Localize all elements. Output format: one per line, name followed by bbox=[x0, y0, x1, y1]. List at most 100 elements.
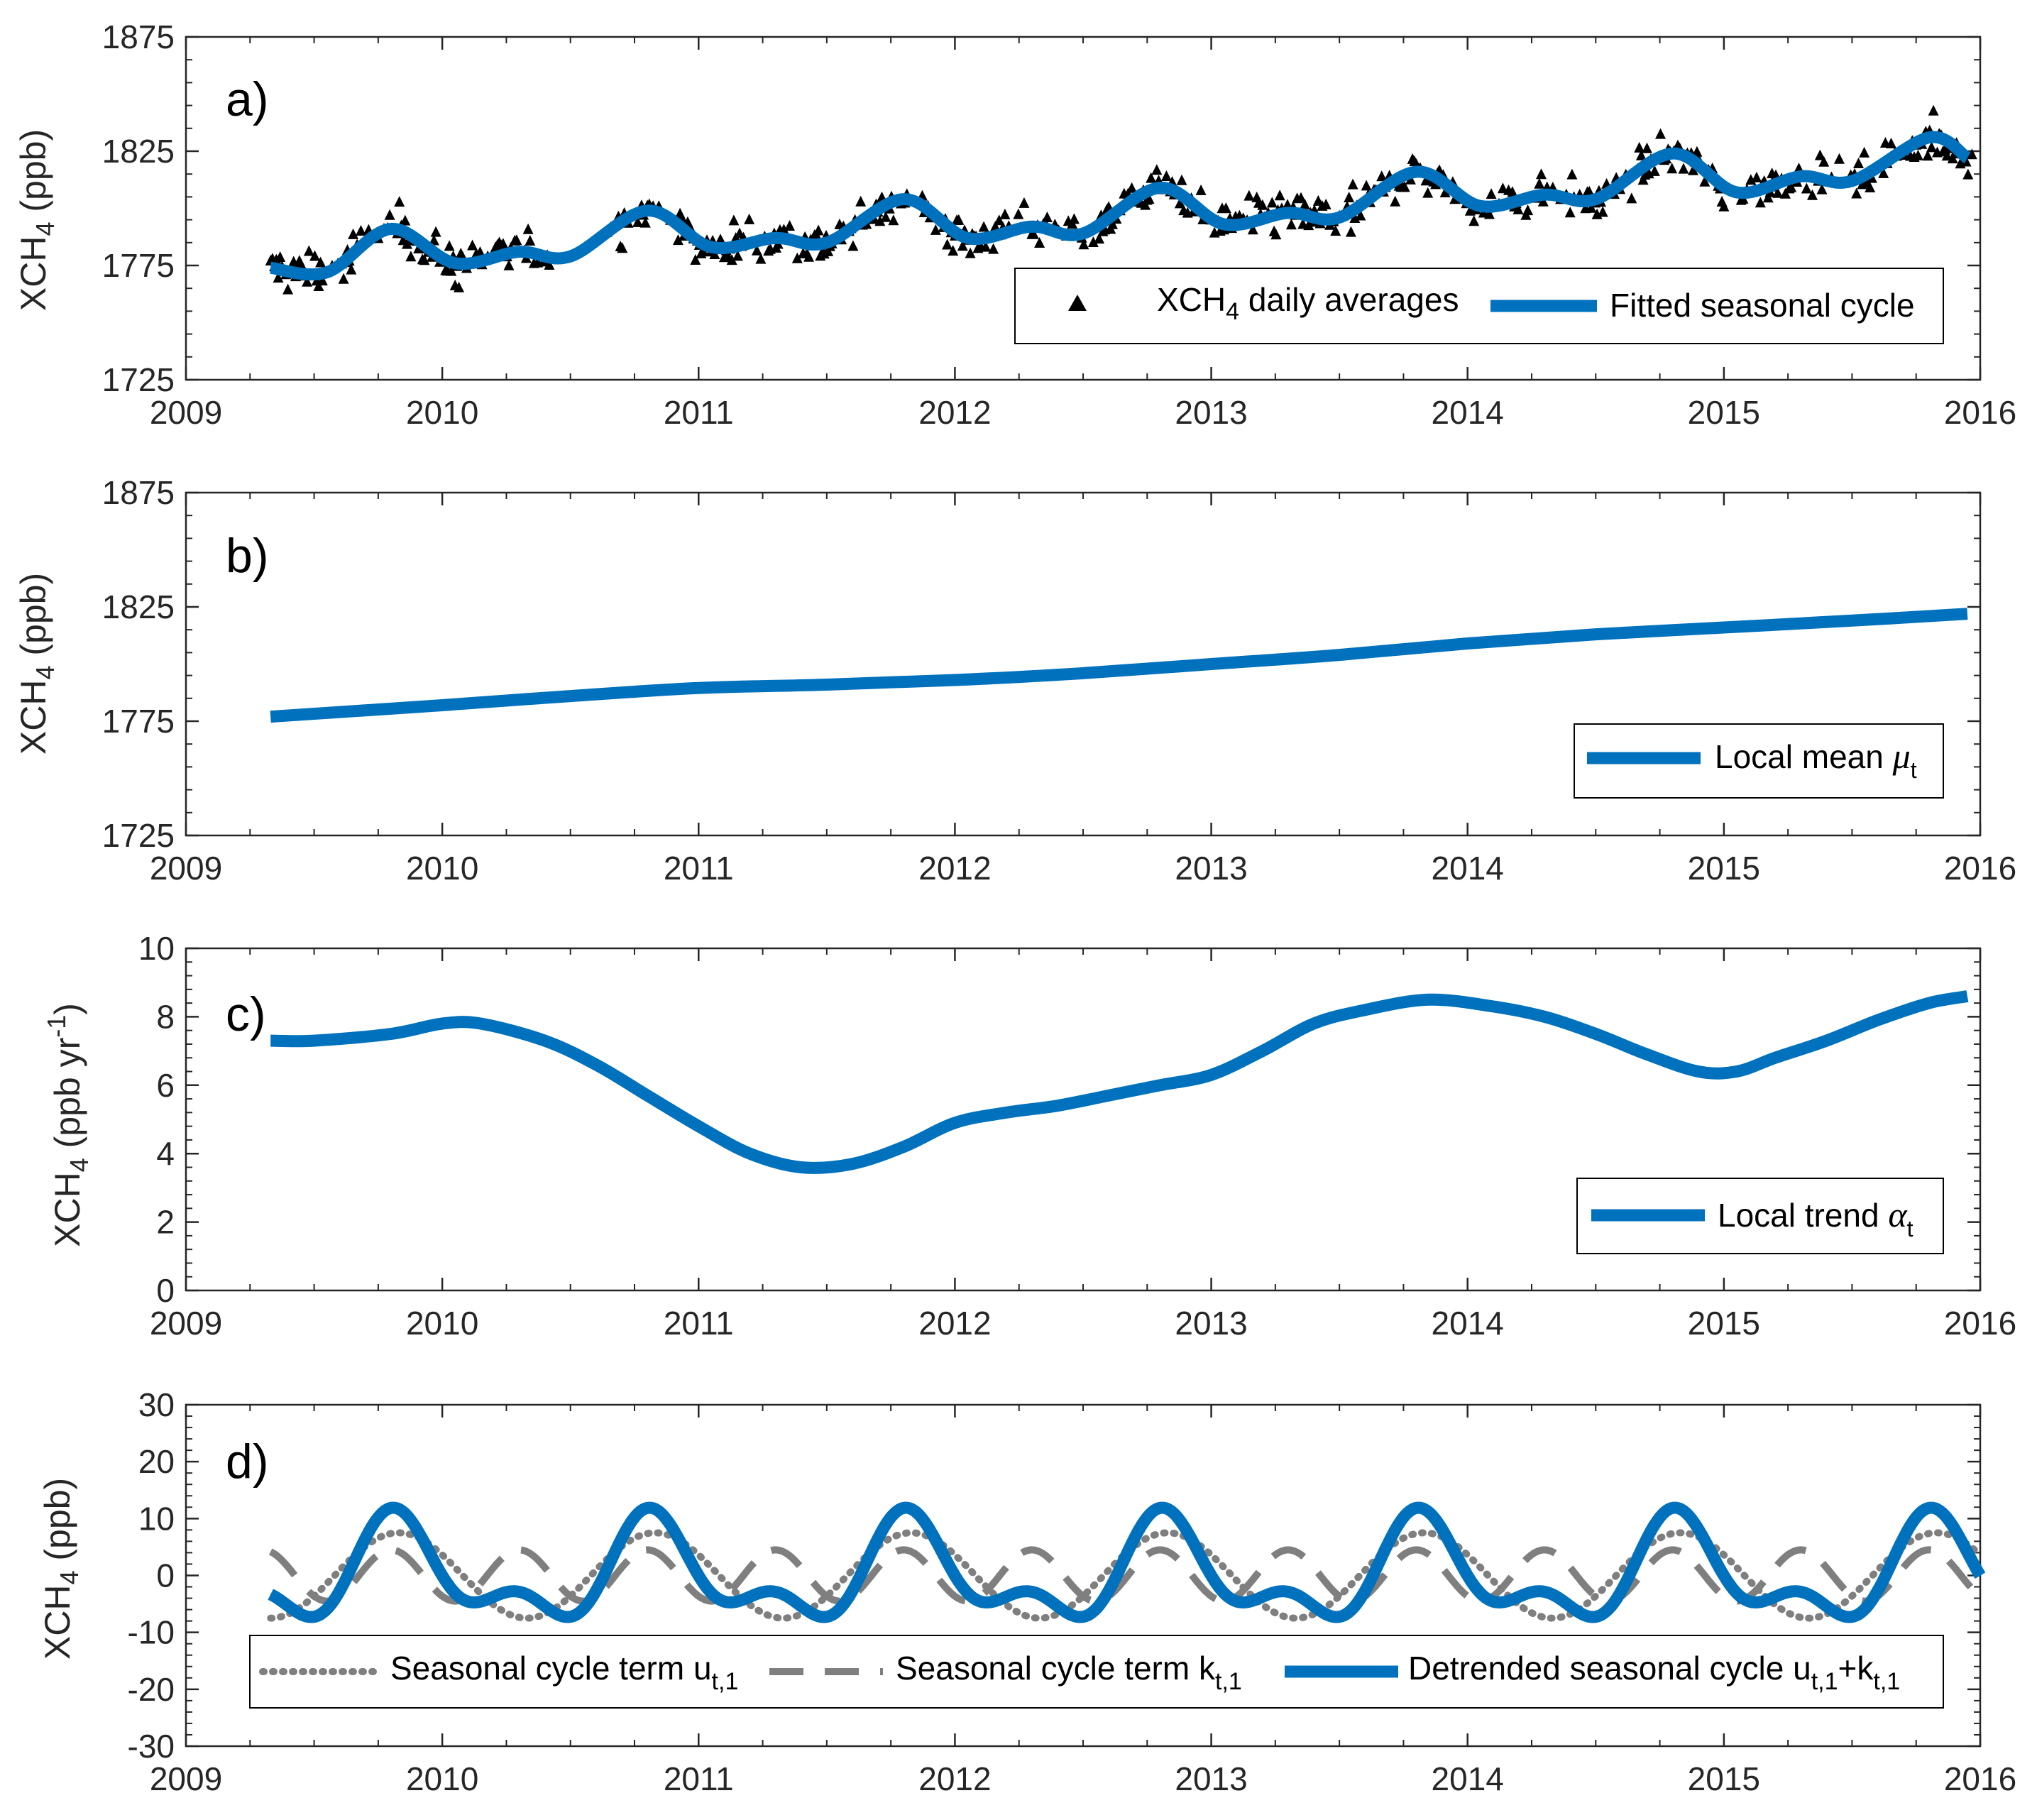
legend-label-local-mean: Local mean μt bbox=[1715, 736, 1917, 783]
x-tick-label-a: 2013 bbox=[1175, 394, 1247, 431]
y-tick-label-d: -20 bbox=[128, 1671, 175, 1708]
scatter-point bbox=[1691, 146, 1703, 157]
scatter-point bbox=[1345, 226, 1356, 237]
fitted-seasonal-cycle-line bbox=[269, 131, 1971, 281]
local-trend-line bbox=[270, 990, 1969, 1174]
scatter-point bbox=[1422, 187, 1434, 198]
scatter-point bbox=[1564, 207, 1576, 218]
scatter-point bbox=[632, 216, 643, 227]
scatter-point bbox=[942, 239, 953, 250]
y-tick-label-d: 20 bbox=[138, 1443, 175, 1480]
axis-ticks-b: 2009 2010 2011 2012 2013 2014 2015 2016 1725 1775… bbox=[102, 474, 2017, 887]
scatter-point bbox=[446, 265, 457, 276]
scatter-point bbox=[1176, 174, 1187, 185]
legend-b: Local mean μt bbox=[1574, 723, 1944, 799]
scatter-point bbox=[1094, 233, 1105, 244]
scatter-point bbox=[965, 247, 976, 258]
panel-c: 2009 2010 2011 2012 2013 2014 2015 20160246810 … bbox=[42, 930, 2016, 1342]
data-layer-a bbox=[265, 104, 1977, 295]
seasonal-term-k-line bbox=[268, 1546, 1983, 1605]
scatter-point bbox=[1087, 236, 1099, 247]
scatter-point bbox=[1816, 183, 1828, 194]
x-tick-label-b: 2015 bbox=[1688, 850, 1760, 887]
legend-label-u: Seasonal cycle term ut,1 bbox=[390, 1650, 738, 1695]
legend-c: Local trend αt bbox=[1576, 1178, 1944, 1254]
scatter-point bbox=[755, 253, 767, 264]
y-tick-label-c: 6 bbox=[156, 1067, 175, 1104]
axis-ticks-a: 2009 2010 2011 2012 2013 2014 2015 2016 1725 1775… bbox=[102, 18, 2017, 431]
scatter-point bbox=[1833, 153, 1845, 164]
scatter-point bbox=[1146, 172, 1157, 183]
scatter-point bbox=[1922, 150, 1933, 161]
axis-ticks-d: 2009 2010 2011 2012 2013 2014 2015 2016-30-20-1… bbox=[128, 1386, 2017, 1797]
scatter-point bbox=[784, 220, 795, 231]
scatter-point bbox=[1330, 225, 1341, 236]
scatter-point bbox=[1143, 193, 1155, 204]
scatter-point bbox=[1285, 219, 1297, 230]
y-axis-label-c: XCH4 (ppb yr-1) bbox=[42, 1003, 94, 1247]
scatter-point bbox=[1853, 158, 1864, 168]
scatter-point bbox=[994, 214, 1005, 226]
x-tick-label-c: 2011 bbox=[664, 1305, 734, 1342]
scatter-point bbox=[728, 214, 740, 226]
scatter-point bbox=[1355, 209, 1366, 221]
legend-label-daily-averages: XCH4 daily averages bbox=[1157, 281, 1459, 325]
scatter-point bbox=[1642, 142, 1652, 153]
x-tick-label-c: 2013 bbox=[1175, 1305, 1247, 1342]
scatter-point bbox=[400, 214, 411, 226]
y-tick-label-b: 1775 bbox=[102, 703, 175, 740]
scatter-point bbox=[855, 195, 867, 207]
scatter-point bbox=[1655, 128, 1666, 139]
detrended-seasonal-cycle-line bbox=[268, 1501, 1986, 1623]
scatter-point bbox=[346, 263, 357, 275]
x-tick-label-a: 2012 bbox=[918, 394, 991, 431]
local-mean-line bbox=[270, 608, 1968, 723]
panel-label-c: c) bbox=[226, 987, 266, 1041]
scatter-point bbox=[1966, 148, 1977, 160]
scatter-point bbox=[315, 256, 326, 268]
x-tick-label-d: 2009 bbox=[150, 1760, 222, 1797]
scatter-point bbox=[1257, 199, 1268, 210]
scatter-point bbox=[874, 215, 886, 226]
scatter-point bbox=[1151, 164, 1163, 175]
y-axis-label-a: XCH4 (ppb) bbox=[13, 129, 60, 311]
scatter-point bbox=[1851, 187, 1862, 199]
x-tick-label-b: 2012 bbox=[918, 850, 991, 887]
legend-marker-triangle bbox=[1068, 295, 1087, 311]
scatter-point bbox=[1597, 206, 1608, 217]
scatter-point bbox=[1960, 155, 1972, 167]
scatter-point bbox=[1536, 168, 1547, 180]
panel-b: 2009 2010 2011 2012 2013 2014 2015 2016 1725 1775… bbox=[13, 474, 2016, 887]
legend-label-fitted: Fitted seasonal cycle bbox=[1610, 287, 1915, 324]
y-tick-label-c: 8 bbox=[156, 998, 175, 1035]
scatter-point bbox=[511, 234, 522, 246]
y-tick-label-d: 30 bbox=[138, 1386, 175, 1423]
panel-label-a: a) bbox=[226, 72, 268, 126]
scatter-point bbox=[1522, 204, 1534, 216]
scatter-point bbox=[1034, 237, 1045, 248]
scatter-point bbox=[282, 283, 294, 295]
y-tick-label-d: -10 bbox=[128, 1614, 175, 1651]
legend-label-local-trend: Local trend αt bbox=[1718, 1195, 1914, 1241]
scatter-point bbox=[1270, 229, 1282, 240]
y-tick-label-a: 1825 bbox=[102, 133, 175, 170]
scatter-point bbox=[1347, 178, 1358, 190]
scatter-point bbox=[430, 226, 441, 237]
scatter-point bbox=[957, 240, 968, 251]
scatter-point bbox=[394, 196, 405, 207]
scatter-point bbox=[751, 244, 762, 256]
y-tick-label-c: 2 bbox=[156, 1204, 175, 1241]
scatter-point bbox=[978, 221, 989, 232]
x-tick-label-c: 2012 bbox=[918, 1305, 991, 1342]
scatter-point bbox=[1028, 228, 1039, 239]
scatter-point bbox=[1266, 197, 1278, 208]
scatter-point bbox=[1107, 218, 1118, 229]
scatter-point bbox=[726, 254, 737, 265]
x-tick-label-c: 2015 bbox=[1688, 1305, 1760, 1342]
scatter-point bbox=[1928, 104, 1939, 116]
legend-box-a bbox=[1014, 268, 1944, 344]
x-tick-label-d: 2016 bbox=[1944, 1760, 2016, 1797]
scatter-point bbox=[1801, 182, 1812, 194]
scatter-point bbox=[1468, 215, 1480, 226]
scatter-point bbox=[1390, 195, 1401, 207]
